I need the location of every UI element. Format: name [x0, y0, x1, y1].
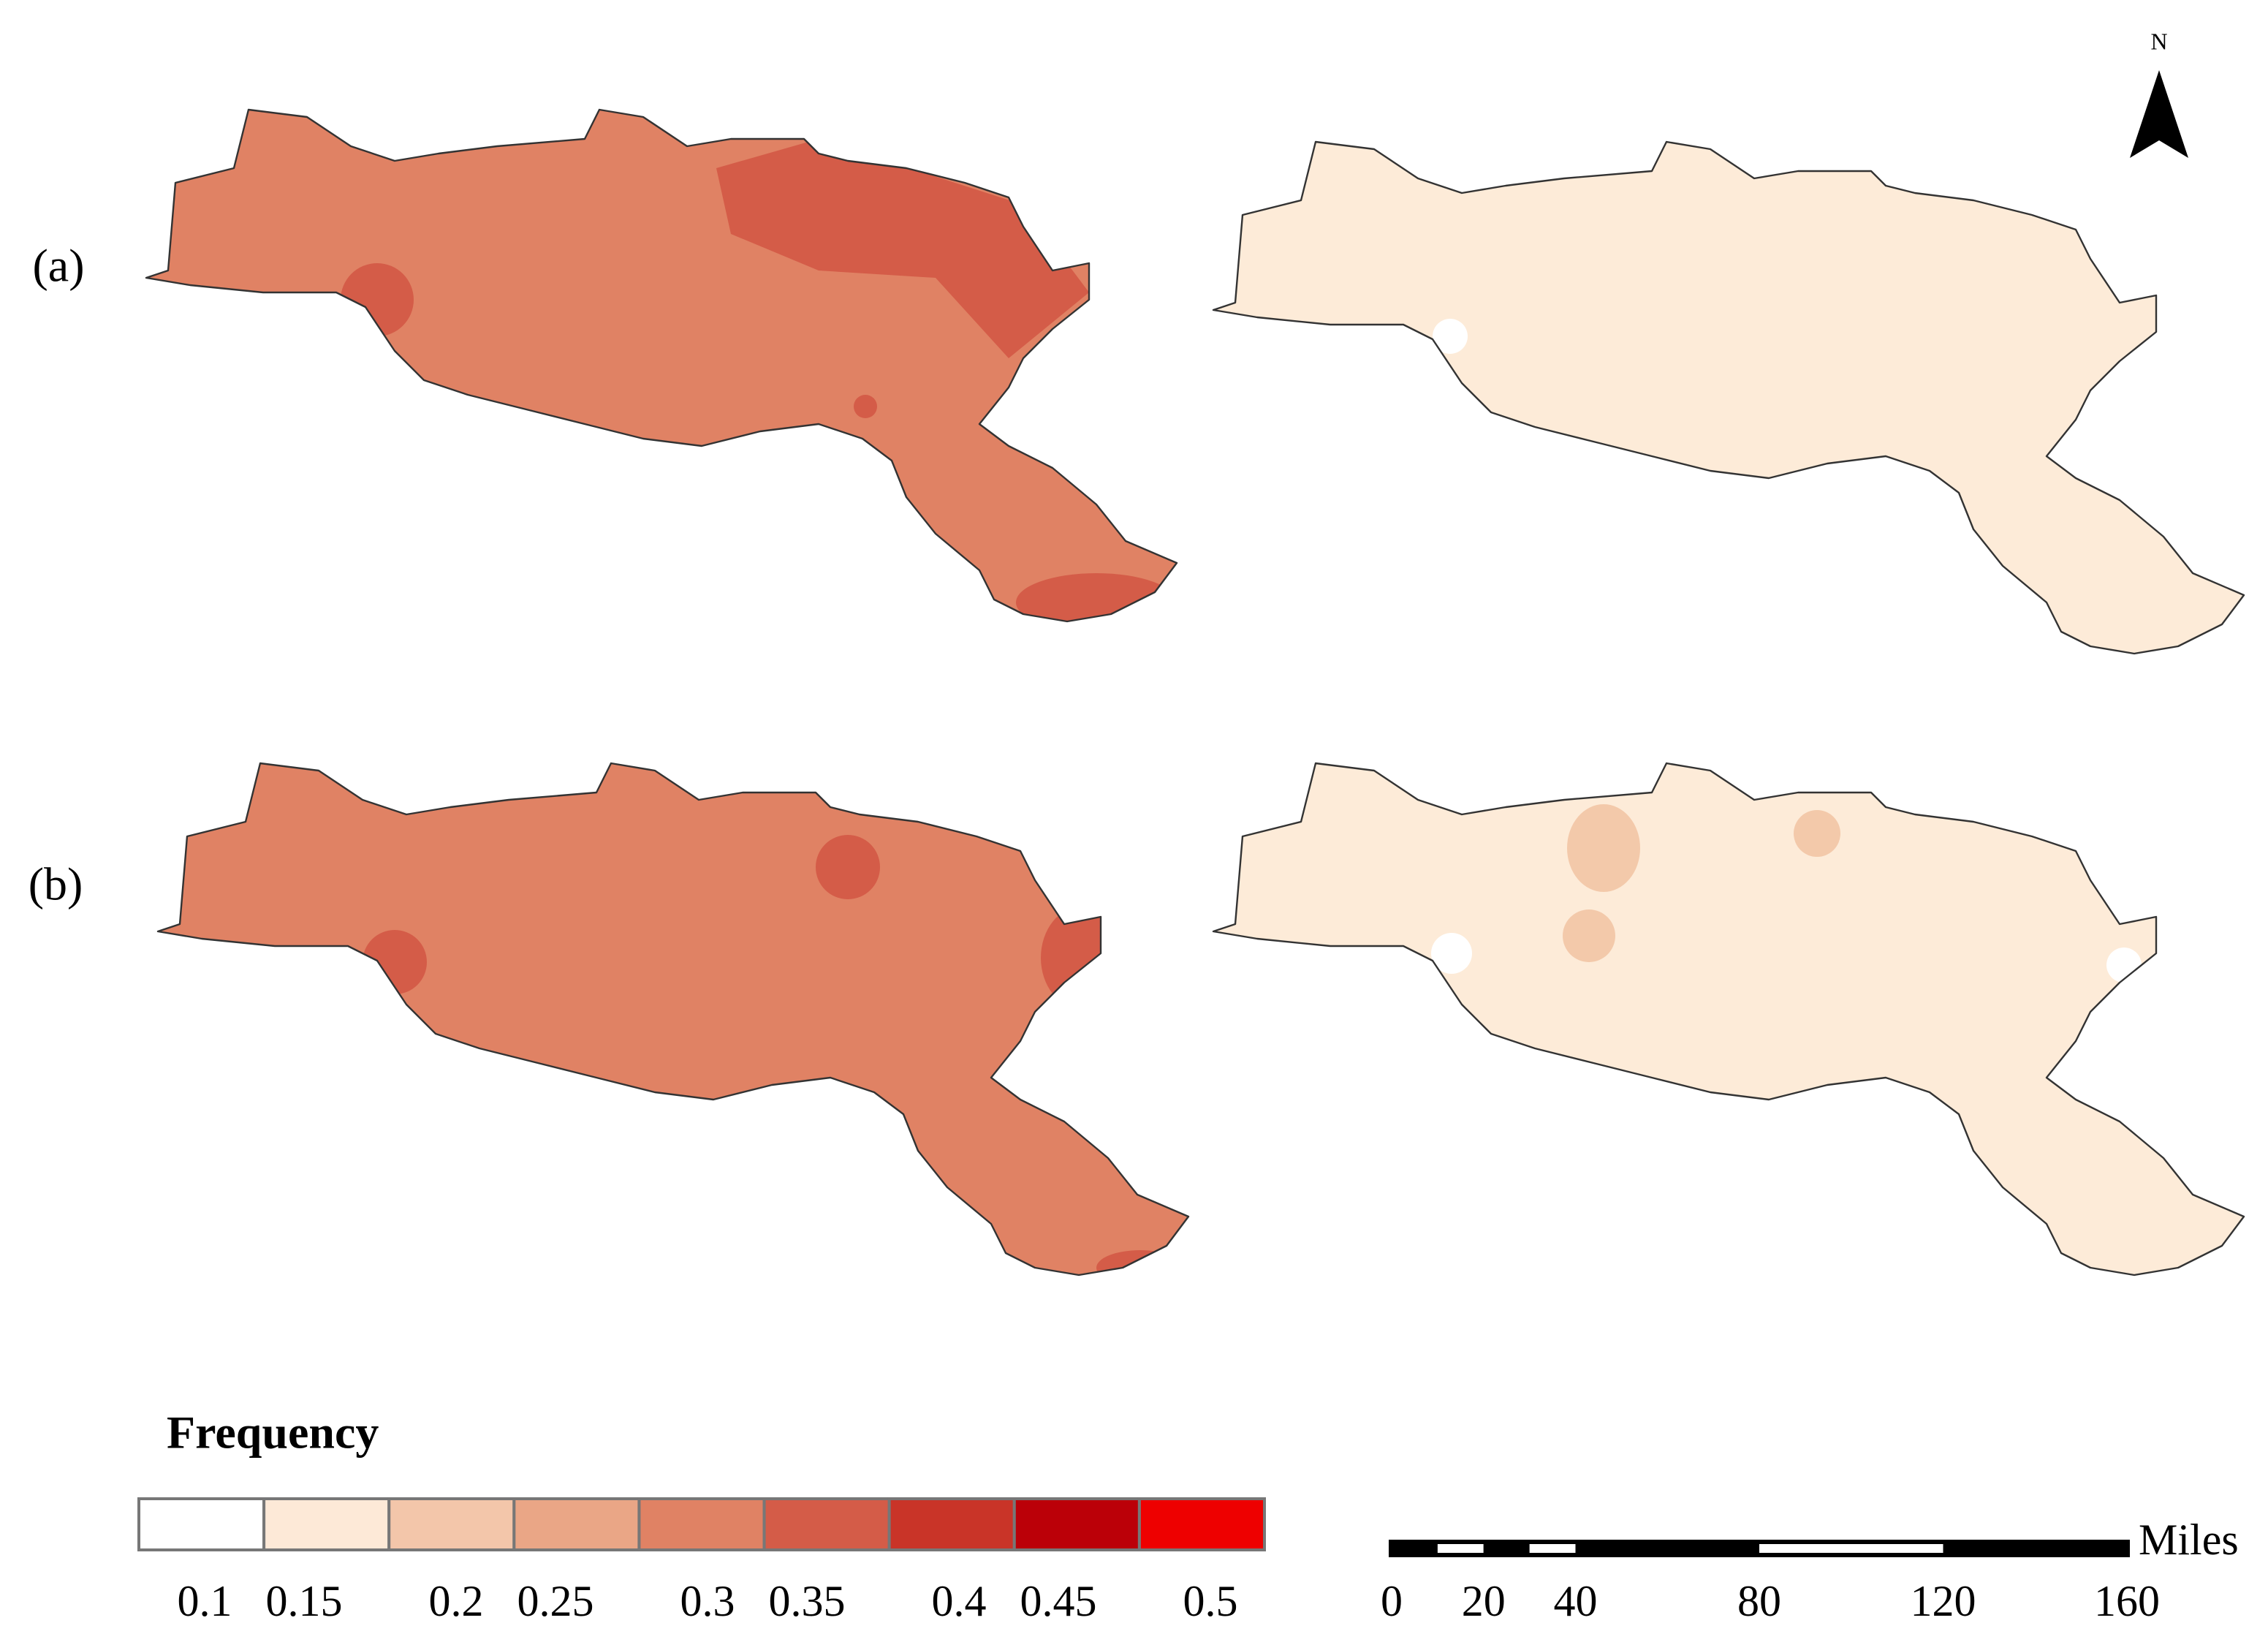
scale-segment: [1392, 1544, 1438, 1553]
legend: 0.1 0.15 0.2 0.25 0.3 0.35 0.4 0.45 0.5: [137, 1497, 1267, 1625]
scale-label: 20: [1462, 1577, 1506, 1625]
scale-segment: [1483, 1544, 1530, 1553]
legend-label: 0.45: [1020, 1577, 1097, 1625]
map-b-right: [1212, 762, 2245, 1276]
map-b-left: [156, 762, 1190, 1276]
legend-label: 0.25: [517, 1577, 594, 1625]
scale-label: 80: [1737, 1577, 1781, 1625]
scale-unit: Miles: [2139, 1516, 2239, 1564]
legend-label: 0.1: [178, 1577, 232, 1625]
scale-label: 120: [1911, 1577, 1976, 1625]
scale-label: 0: [1381, 1577, 1403, 1625]
scale-segment: [1759, 1544, 1943, 1553]
legend-swatch: [762, 1497, 891, 1551]
legend-label: 0.5: [1183, 1577, 1238, 1625]
legend-swatch: [137, 1497, 266, 1551]
scale-segment: [1943, 1544, 2127, 1553]
scale-label: 160: [2094, 1577, 2160, 1625]
scale-segment: [1575, 1544, 1759, 1553]
legend-swatch: [1137, 1497, 1267, 1551]
scale-segment: [1437, 1544, 1484, 1553]
maps: N (a) (b) Frequency 0.1 0.15 0.2 0.25 0.3 0.3…: [29, 28, 2245, 1625]
legend-title: Frequency: [167, 1407, 379, 1459]
legend-label: 0.3: [680, 1577, 735, 1625]
scale-bar: 0 20 40 80 120 160 Miles: [1381, 1516, 2239, 1625]
legend-swatch: [637, 1497, 766, 1551]
north-label: N: [2150, 28, 2167, 54]
legend-swatch: [512, 1497, 641, 1551]
map-a-left: [145, 108, 1178, 623]
legend-swatch: [1012, 1497, 1141, 1551]
legend-label: 0.2: [429, 1577, 484, 1625]
legend-swatch: [262, 1497, 391, 1551]
north-arrow: [2130, 70, 2188, 158]
map-a-right: [1212, 140, 2245, 655]
scale-label: 40: [1554, 1577, 1598, 1625]
scale-segment: [1529, 1544, 1576, 1553]
legend-swatch: [387, 1497, 516, 1551]
panel-label: (a): [32, 240, 84, 292]
legend-label: 0.35: [769, 1577, 846, 1625]
legend-label: 0.15: [266, 1577, 343, 1625]
legend-label: 0.4: [932, 1577, 987, 1625]
panel-label: (b): [29, 858, 83, 910]
legend-swatch: [887, 1497, 1016, 1551]
